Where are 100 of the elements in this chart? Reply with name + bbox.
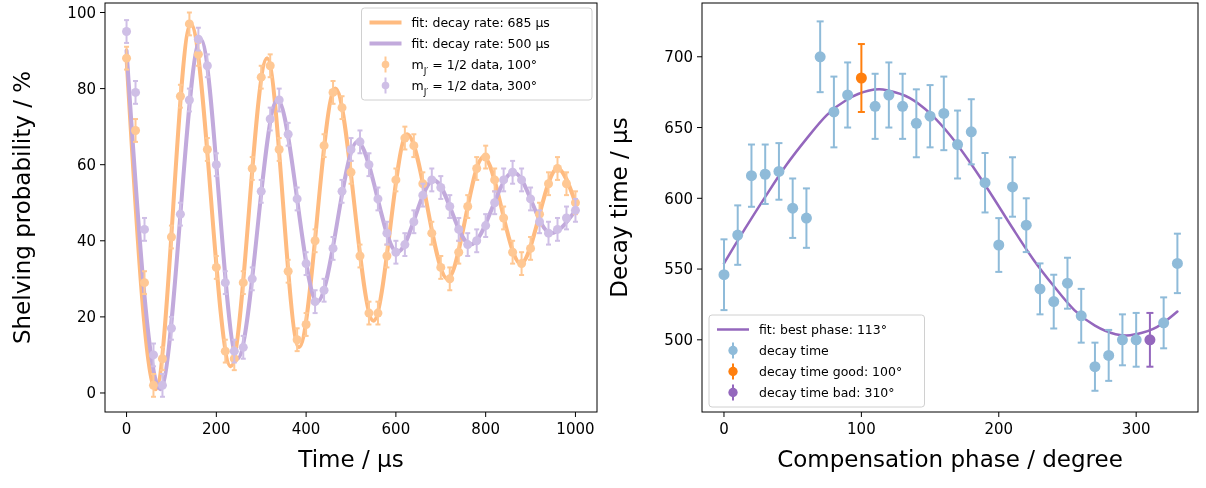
x-axis-title: Compensation phase / degree bbox=[777, 446, 1123, 472]
point bbox=[508, 167, 518, 177]
point bbox=[310, 297, 320, 307]
legend-label: decay time bad: 310° bbox=[759, 384, 895, 400]
point bbox=[561, 213, 571, 223]
y-tick-label: 500 bbox=[664, 331, 693, 350]
point bbox=[445, 274, 455, 284]
legend-label: fit: decay rate: 685 μs bbox=[411, 14, 550, 30]
point bbox=[1144, 334, 1156, 346]
point bbox=[1075, 310, 1087, 322]
point bbox=[166, 323, 176, 333]
x-tick-label: 600 bbox=[381, 420, 411, 438]
point bbox=[220, 346, 230, 356]
point bbox=[924, 110, 936, 122]
y-tick-label: 700 bbox=[664, 48, 693, 67]
point bbox=[938, 107, 950, 119]
point bbox=[337, 186, 347, 196]
point bbox=[211, 160, 221, 170]
point bbox=[1171, 257, 1183, 269]
point bbox=[526, 243, 536, 253]
point bbox=[220, 278, 230, 288]
point bbox=[517, 175, 527, 185]
point bbox=[828, 106, 840, 118]
point bbox=[1158, 317, 1170, 329]
point bbox=[553, 164, 562, 173]
x-tick-label: 800 bbox=[471, 420, 500, 438]
point bbox=[274, 95, 284, 105]
point bbox=[490, 175, 500, 185]
point bbox=[800, 212, 812, 224]
y-tick-label: 0 bbox=[86, 384, 96, 403]
point bbox=[409, 217, 419, 227]
point bbox=[436, 262, 446, 272]
point bbox=[283, 266, 293, 276]
point bbox=[418, 190, 428, 200]
point bbox=[544, 228, 554, 238]
y-tick-label: 100 bbox=[67, 3, 96, 22]
point bbox=[454, 247, 464, 257]
point bbox=[328, 87, 338, 97]
point bbox=[517, 259, 527, 269]
point bbox=[979, 177, 991, 189]
x-tick-label: 0 bbox=[719, 420, 729, 438]
point bbox=[409, 141, 419, 151]
point bbox=[445, 202, 455, 212]
point bbox=[337, 103, 347, 113]
y-tick-label: 650 bbox=[664, 118, 693, 137]
point bbox=[400, 240, 410, 250]
point bbox=[247, 274, 257, 284]
point bbox=[1020, 219, 1032, 231]
point bbox=[544, 179, 554, 189]
y-tick-label: 40 bbox=[76, 232, 96, 251]
legend-label: decay time bbox=[759, 342, 830, 358]
point bbox=[732, 229, 744, 241]
point bbox=[319, 141, 329, 151]
point bbox=[499, 213, 509, 223]
point bbox=[472, 236, 482, 246]
point bbox=[1089, 361, 1101, 373]
point bbox=[382, 251, 392, 261]
point bbox=[373, 194, 383, 204]
point bbox=[1048, 296, 1060, 308]
legend-label: fit: best phase: 113° bbox=[759, 321, 887, 337]
point bbox=[1007, 181, 1019, 193]
point bbox=[855, 72, 867, 84]
point bbox=[131, 87, 141, 97]
point bbox=[247, 164, 257, 173]
point bbox=[910, 117, 922, 129]
y-axis-title: Shelving probability / % bbox=[9, 70, 35, 345]
point bbox=[561, 179, 571, 189]
point bbox=[553, 224, 562, 234]
point bbox=[265, 114, 275, 124]
point bbox=[787, 202, 799, 214]
point bbox=[481, 221, 491, 231]
point bbox=[427, 228, 437, 238]
point bbox=[157, 354, 167, 364]
point bbox=[355, 137, 365, 147]
point bbox=[1130, 334, 1142, 346]
point bbox=[175, 209, 185, 219]
point bbox=[1034, 283, 1046, 295]
point bbox=[400, 133, 410, 143]
point bbox=[202, 61, 212, 71]
point bbox=[993, 239, 1005, 251]
point bbox=[897, 100, 909, 112]
y-tick-label: 80 bbox=[76, 79, 96, 98]
point bbox=[238, 342, 248, 352]
point bbox=[346, 144, 356, 154]
point bbox=[759, 168, 771, 180]
y-tick-label: 20 bbox=[76, 308, 96, 327]
point bbox=[202, 144, 212, 154]
point bbox=[952, 139, 964, 151]
point bbox=[175, 91, 185, 101]
x-tick-label: 1000 bbox=[556, 420, 595, 438]
point bbox=[842, 89, 854, 101]
point bbox=[184, 19, 194, 29]
point bbox=[274, 144, 284, 154]
point bbox=[157, 380, 167, 390]
point bbox=[292, 335, 302, 345]
y-tick-label: 600 bbox=[664, 189, 693, 208]
point bbox=[122, 53, 132, 63]
x-tick-label: 300 bbox=[1121, 420, 1151, 438]
legend-label: m$_{J′}$ = 1/2 data, 300° bbox=[411, 77, 538, 97]
point bbox=[265, 61, 275, 71]
